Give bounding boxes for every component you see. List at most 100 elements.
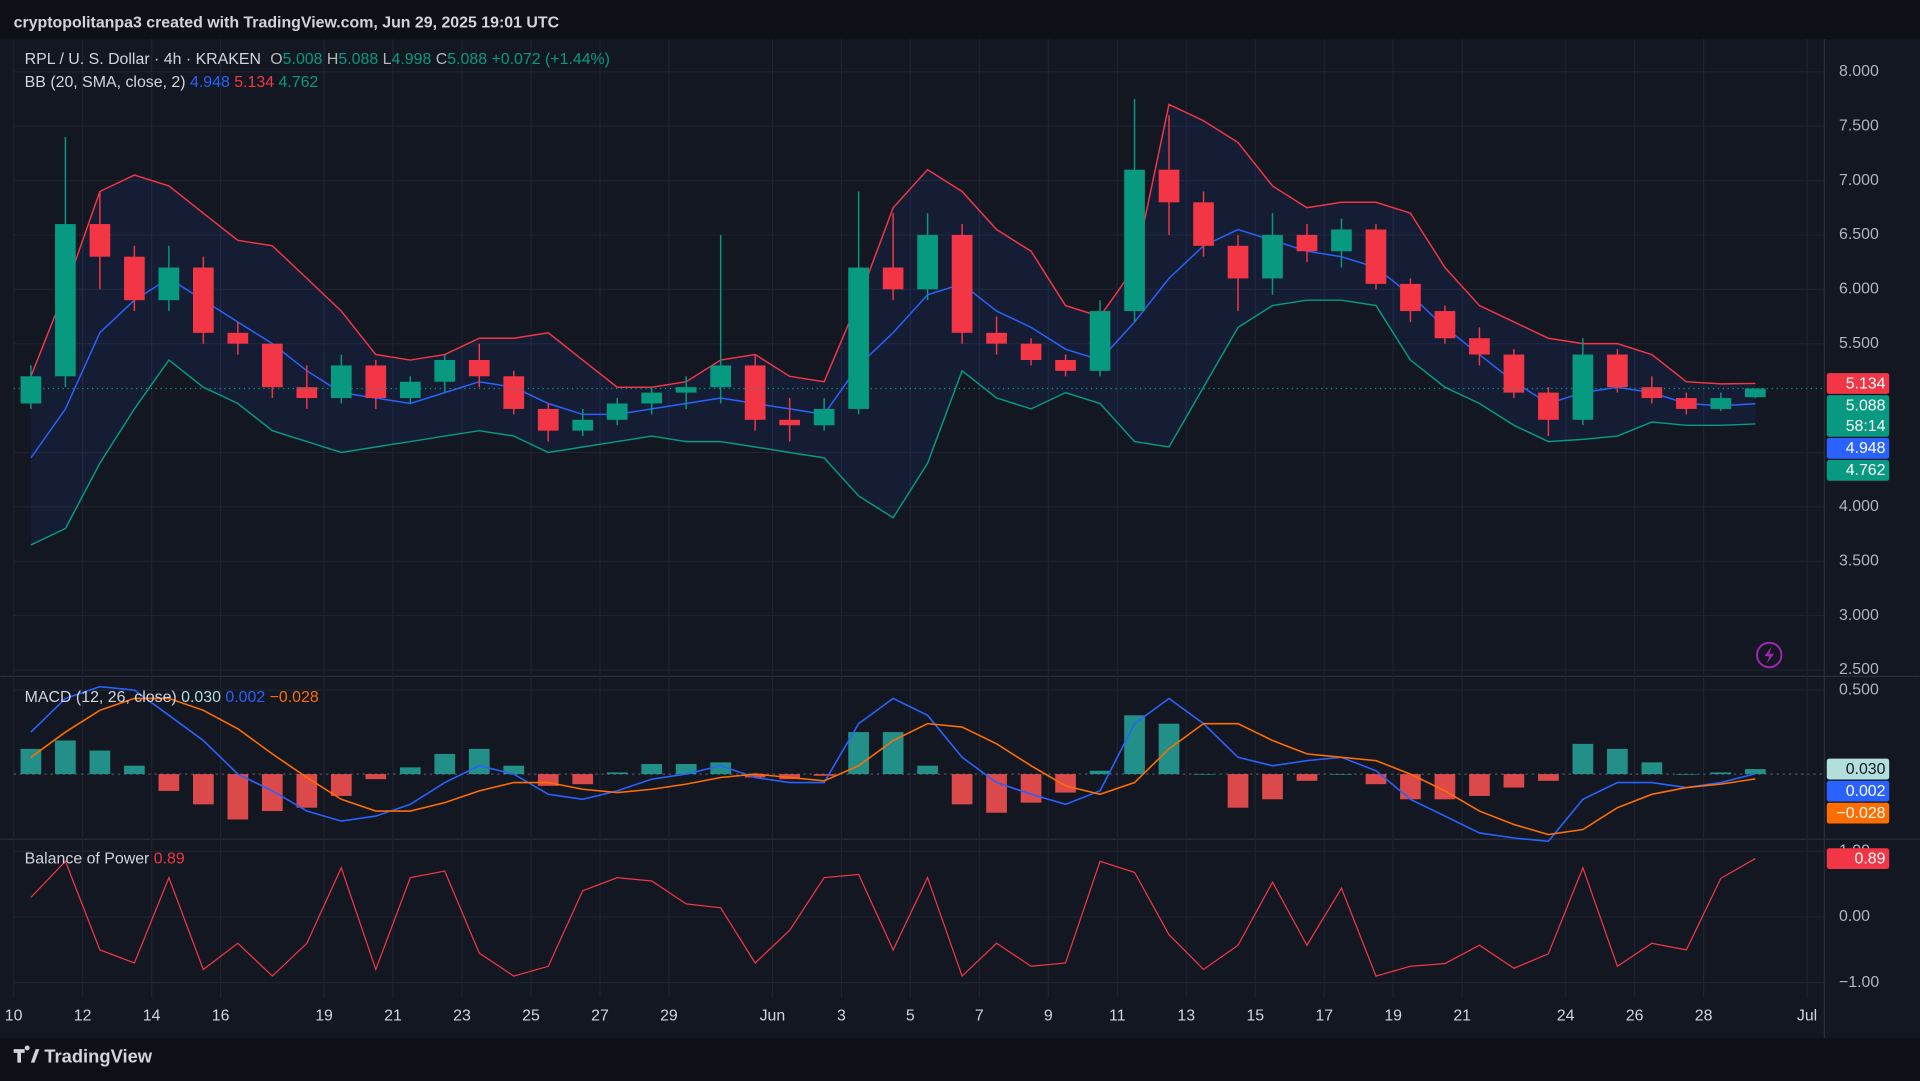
axis-label-box xyxy=(1826,848,1890,870)
bb-value: 5.134 xyxy=(234,74,274,91)
alert-bolt[interactable] xyxy=(1764,646,1775,664)
y-tick-label: 0.500 xyxy=(1839,681,1879,698)
histogram-bar xyxy=(1503,774,1525,788)
histogram-bar xyxy=(1400,774,1421,800)
x-tick-label: 15 xyxy=(1246,1007,1264,1024)
histogram-bar xyxy=(1710,772,1732,775)
candle-body xyxy=(1365,229,1387,284)
histogram-bar xyxy=(882,732,904,775)
histogram-bar xyxy=(193,774,214,805)
histogram-bar xyxy=(1193,774,1214,775)
y-tick-label: 6.000 xyxy=(1839,281,1879,298)
histogram-bar xyxy=(1227,774,1249,808)
candle-body xyxy=(1400,283,1421,312)
axis-label-box xyxy=(1826,780,1890,802)
histogram-bar xyxy=(813,774,835,776)
alert-ring[interactable] xyxy=(1755,641,1783,669)
y-tick-label: −1.00 xyxy=(1839,974,1879,991)
histogram-bar xyxy=(1089,770,1111,775)
candle-body xyxy=(468,359,490,377)
axis-label-box xyxy=(1826,802,1890,824)
candle-body xyxy=(1607,354,1628,388)
histogram-bar xyxy=(1538,774,1559,781)
axis-label-box xyxy=(1826,459,1890,481)
change: +0.072 (+1.44%) xyxy=(491,51,610,68)
candle-body xyxy=(158,267,180,301)
y-tick-label: 7.500 xyxy=(1839,117,1879,134)
histogram-bar xyxy=(641,764,663,775)
ohlc-key: C xyxy=(436,51,448,68)
candle-body xyxy=(1124,169,1145,312)
plot-area: 10 12 14 16 19 21 23 25 27 29 Jun 3 5 7 9 11 13 15 17 19 21 2… xyxy=(0,39,1920,1039)
candle-body xyxy=(1503,354,1525,393)
candle-body xyxy=(848,267,869,409)
axis-label-box xyxy=(1826,437,1890,459)
x-tick-label: 11 xyxy=(1109,1007,1126,1024)
macd-value: 0.030 xyxy=(181,689,221,706)
x-tick-label: 19 xyxy=(1384,1007,1402,1024)
ohlc-key: H xyxy=(327,51,339,68)
histogram-bar xyxy=(917,765,938,775)
ohlc-value: 5.088 xyxy=(338,51,378,68)
bb-value: 4.762 xyxy=(278,74,318,91)
x-tick-label: 21 xyxy=(384,1007,402,1024)
x-tick-label: 27 xyxy=(591,1007,609,1024)
candle-body xyxy=(1538,392,1559,420)
histogram-bar xyxy=(124,765,145,775)
axis-label: 0.030 xyxy=(1846,761,1886,778)
header: cryptopolitanpa3 created with TradingVie… xyxy=(14,14,560,31)
histogram-bar xyxy=(1641,762,1663,775)
histogram-bar xyxy=(675,764,697,775)
histogram-bar xyxy=(55,740,76,775)
candle-body xyxy=(227,332,249,344)
histogram-bar xyxy=(779,774,801,780)
x-tick-label: 19 xyxy=(315,1007,333,1024)
candle-body xyxy=(1193,202,1214,246)
bb-legend: BB (20, SMA, close, 2) 4.948 5.134 4.762 xyxy=(25,74,319,91)
x-tick-label: 10 xyxy=(5,1007,23,1024)
histogram-bar xyxy=(1262,774,1283,800)
bop-value: 0.89 xyxy=(154,851,185,868)
bb-lower xyxy=(30,299,1756,546)
ohlc-value: 5.088 xyxy=(447,51,487,68)
candle-body xyxy=(503,376,525,409)
bop-line xyxy=(30,858,1756,978)
alert-icon[interactable] xyxy=(1755,641,1783,669)
y-tick-label: 8.000 xyxy=(1839,63,1879,80)
histogram-bar xyxy=(1124,715,1145,775)
candle-body xyxy=(1469,338,1490,355)
x-tick-label: 17 xyxy=(1315,1007,1333,1024)
y-tick-label: 4.000 xyxy=(1839,498,1879,515)
macd-title: MACD (12, 26, close) xyxy=(25,689,177,706)
ohlc-value: 4.998 xyxy=(392,51,432,68)
histogram-bar xyxy=(986,774,1007,813)
candle-body xyxy=(1227,245,1249,279)
ohlc-value: 5.008 xyxy=(283,51,323,68)
x-tick-label: 13 xyxy=(1177,1007,1195,1024)
x-tick-label: 14 xyxy=(143,1007,161,1024)
y-tick-label: 6.500 xyxy=(1839,226,1879,243)
axis-label: 4.948 xyxy=(1846,440,1886,457)
histogram-bar xyxy=(399,767,421,775)
y-tick-label: 0.00 xyxy=(1839,908,1870,925)
axis-label: 5.134 xyxy=(1846,375,1886,392)
candle-body xyxy=(1641,387,1663,399)
bop-legend: Balance of Power 0.89 xyxy=(25,851,185,868)
ohlc-key: L xyxy=(383,51,392,68)
candle-body xyxy=(1089,311,1111,371)
histogram-bar xyxy=(89,750,111,775)
histogram-bar xyxy=(710,762,732,775)
axis-label: 0.002 xyxy=(1846,783,1886,800)
y-tick-label: 7.000 xyxy=(1839,172,1879,189)
x-tick-label: 23 xyxy=(453,1007,471,1024)
candle-body xyxy=(330,365,352,399)
macd-value: −0.028 xyxy=(270,689,319,706)
x-tick-label: 3 xyxy=(837,1007,846,1024)
candle-body xyxy=(710,365,732,388)
candle-body xyxy=(986,332,1007,344)
bop-title: Balance of Power xyxy=(25,851,150,868)
histogram-bar xyxy=(848,732,869,775)
x-tick-label: 21 xyxy=(1453,1007,1471,1024)
logo-mark xyxy=(13,1045,40,1063)
